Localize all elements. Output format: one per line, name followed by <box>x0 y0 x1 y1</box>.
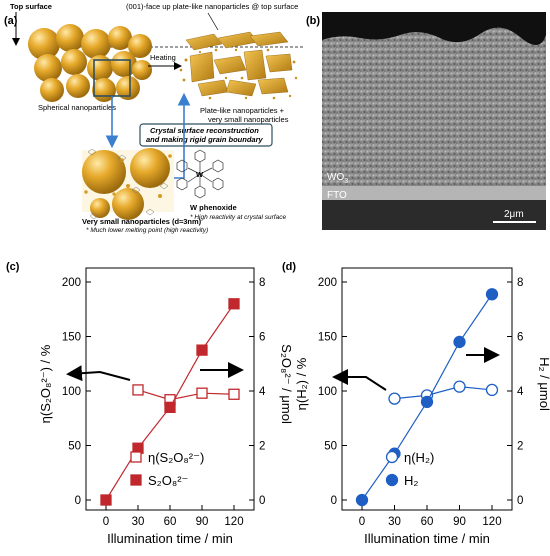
x-tick-label: 30 <box>132 516 145 528</box>
y-right-axis-title: S₂O₈²⁻ / μmol <box>279 344 294 424</box>
legend-marker <box>130 474 142 486</box>
y-right-tick-label: 4 <box>259 386 266 398</box>
panel-a: (a) Top surface (001)-face up plate-like… <box>4 2 305 234</box>
w-symbol: W <box>196 170 204 179</box>
x-tick-label: 90 <box>196 516 209 528</box>
y-left-tick-label: 0 <box>331 495 337 507</box>
top-caption: (001)-face up plate-like nanoparticles @… <box>126 2 298 11</box>
data-point <box>228 298 240 310</box>
y-right-tick-label: 2 <box>517 441 523 453</box>
panel-b-label: (b) <box>306 15 320 27</box>
w-phenoxide-structure <box>176 149 224 199</box>
y-right-tick-label: 6 <box>259 332 265 344</box>
x-tick-label: 90 <box>453 516 466 528</box>
callout-line-1: Crystal surface reconstruction <box>150 126 259 135</box>
data-point <box>196 344 208 356</box>
y-left-tick-label: 100 <box>62 386 81 398</box>
data-point <box>420 395 434 409</box>
plate-like-label-1: Plate-like nanoparticles + <box>200 106 285 115</box>
legend-marker <box>130 451 142 463</box>
x-tick-label: 0 <box>103 516 109 528</box>
y-right-tick-label: 8 <box>517 277 523 289</box>
data-point <box>453 380 466 393</box>
data-point <box>228 388 240 400</box>
process-connector <box>174 92 191 179</box>
x-tick-label: 120 <box>482 516 501 528</box>
data-point <box>453 335 466 349</box>
panel-a-label: (a) <box>4 15 18 27</box>
y-right-tick-label: 6 <box>517 332 523 344</box>
y-right-tick-label: 0 <box>517 495 523 507</box>
reconstruction-callout <box>139 123 273 147</box>
panel-d-label: (d) <box>282 261 296 273</box>
spherical-nanoparticle-cluster <box>28 24 152 102</box>
substrate-layer <box>322 200 546 230</box>
y-left-tick-label: 100 <box>318 386 337 398</box>
y-left-tick-label: 50 <box>68 441 81 453</box>
x-axis-title: Illumination time / min <box>107 531 233 546</box>
y-right-tick-label: 4 <box>517 386 524 398</box>
plate-like-label-2: very small nanoparticles <box>208 115 289 124</box>
y-left-tick-label: 200 <box>318 277 337 289</box>
reactivity-note: * High reactivity at crystal surface <box>190 214 286 221</box>
legend-label: S₂O₈²⁻ <box>148 473 188 488</box>
y-left-tick-label: 0 <box>75 495 81 507</box>
y-right-tick-label: 2 <box>259 441 265 453</box>
melting-note: * Much lower melting point (high reactiv… <box>86 227 208 234</box>
spherical-label: Spherical nanoparticles <box>38 103 116 112</box>
x-tick-label: 0 <box>359 516 365 528</box>
y-right-tick-label: 8 <box>259 277 265 289</box>
data-point <box>100 494 112 506</box>
y-left-axis-title: η(H₂) / % <box>294 357 309 410</box>
y-right-tick-label: 0 <box>259 495 265 507</box>
scale-label: 2μm <box>504 209 524 220</box>
data-point <box>388 392 401 405</box>
y-left-tick-label: 50 <box>324 441 337 453</box>
data-point <box>485 288 499 301</box>
x-tick-label: 60 <box>421 516 434 528</box>
caption-pointer <box>207 12 219 31</box>
w-phenoxide-label: W phenoxide <box>190 203 237 212</box>
y-right-axis-title: H₂ / μmol <box>537 357 550 411</box>
legend-marker <box>385 473 399 487</box>
legend-label: H₂ <box>404 473 418 488</box>
legend-label: η(S₂O₈²⁻) <box>148 450 204 465</box>
series-line-0 <box>137 389 235 401</box>
y-left-tick-label: 150 <box>62 332 81 344</box>
legend-marker <box>385 450 399 464</box>
plate-like-nanoparticle-cluster <box>179 31 298 100</box>
wo3-film <box>322 27 546 187</box>
left-axis-arrow <box>66 365 131 382</box>
x-tick-label: 120 <box>224 516 243 528</box>
panel-c-label: (c) <box>6 261 20 273</box>
left-axis-arrow <box>332 369 387 391</box>
heating-label: Heating <box>150 53 176 62</box>
x-axis-title: Illumination time / min <box>364 531 490 546</box>
x-tick-label: 60 <box>164 516 177 528</box>
top-surface-label: Top surface <box>10 2 52 11</box>
data-point <box>485 383 499 397</box>
zoomed-nanoparticles <box>82 148 174 220</box>
x-tick-label: 30 <box>388 516 401 528</box>
fto-label: FTO <box>327 190 347 201</box>
very-small-label: Very small nanoparticles (d≈3nm) <box>82 217 202 226</box>
y-left-axis-title: η(S₂O₈²⁻) / % <box>38 344 53 423</box>
callout-line-2: and making rigid grain boundary <box>146 135 264 144</box>
data-point <box>355 493 369 507</box>
fto-layer <box>322 186 546 200</box>
series-line-0 <box>394 386 493 400</box>
y-left-tick-label: 200 <box>62 277 81 289</box>
data-point <box>196 387 208 399</box>
data-point <box>132 384 144 396</box>
y-left-tick-label: 150 <box>318 332 337 344</box>
legend-label: η(H₂) <box>404 450 434 465</box>
panel-b: (b) WO3 FTO 2μm <box>306 12 546 230</box>
data-point <box>164 401 176 414</box>
wo3-label: WO3 <box>327 172 348 185</box>
